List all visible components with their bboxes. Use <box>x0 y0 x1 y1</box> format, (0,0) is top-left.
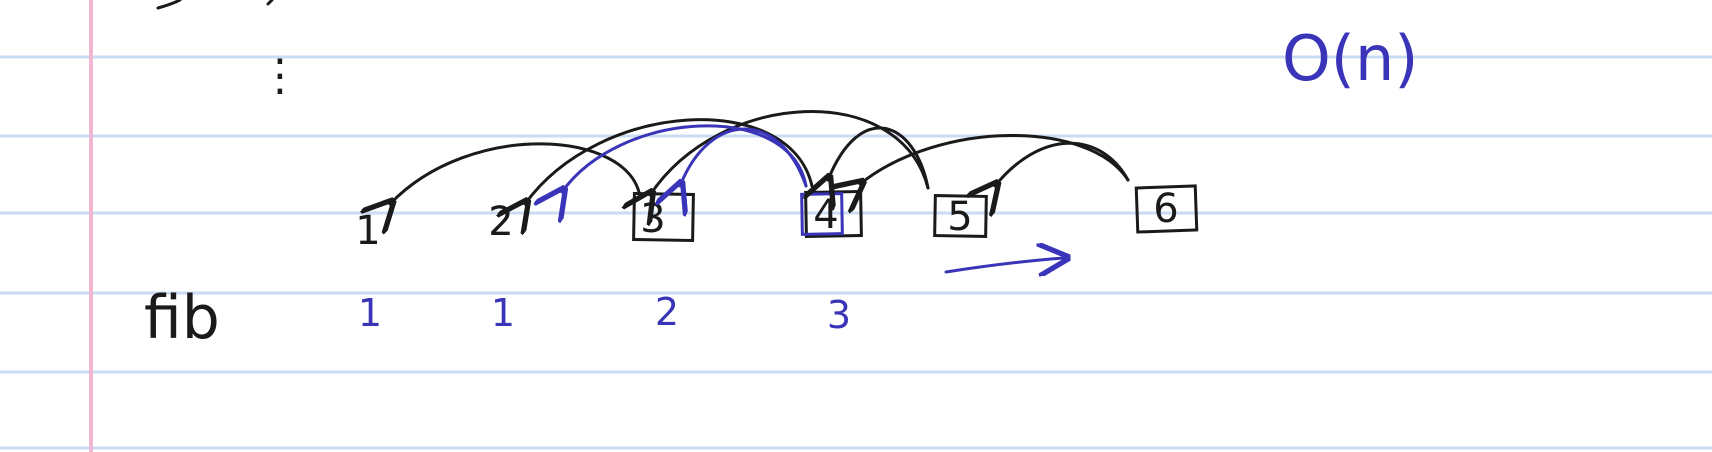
node-label: 4 <box>813 192 838 238</box>
node-label: 1 <box>355 208 380 254</box>
complexity-notation: O(n) <box>1282 22 1418 95</box>
fib-value: 1 <box>358 291 382 335</box>
node-boxes <box>632 184 1199 243</box>
arrow-4-to-2 <box>525 118 814 204</box>
recursion-arrows-black <box>390 110 1130 204</box>
top-scribble <box>156 0 274 10</box>
fib-value: 1 <box>491 291 515 335</box>
node-label: 2 <box>488 199 513 245</box>
fib-value: 2 <box>655 290 679 334</box>
arrow-6-to-5 <box>995 141 1130 186</box>
arrow-5-to-3 <box>650 110 930 195</box>
arrow-3-to-1 <box>390 142 642 204</box>
arrow-5-to-4 <box>828 126 930 188</box>
node-label: 6 <box>1153 186 1178 232</box>
memo-arrow-4-to-3 <box>680 127 808 186</box>
fib-label: fib <box>144 283 220 353</box>
fib-values: 1 1 2 3 <box>358 290 851 337</box>
node-label: 5 <box>947 194 972 240</box>
direction-arrow <box>944 258 1064 272</box>
arrow-6-to-4 <box>860 134 1130 184</box>
memo-arrows-blue <box>562 124 808 192</box>
fib-value: 3 <box>827 293 851 337</box>
rule-lines <box>0 55 1712 450</box>
node-labels: 1 2 3 4 5 6 <box>355 186 1178 254</box>
node-box-6 <box>1134 184 1199 234</box>
ellipsis-mark: ⋮ <box>258 50 302 101</box>
node-label: 3 <box>640 196 665 242</box>
